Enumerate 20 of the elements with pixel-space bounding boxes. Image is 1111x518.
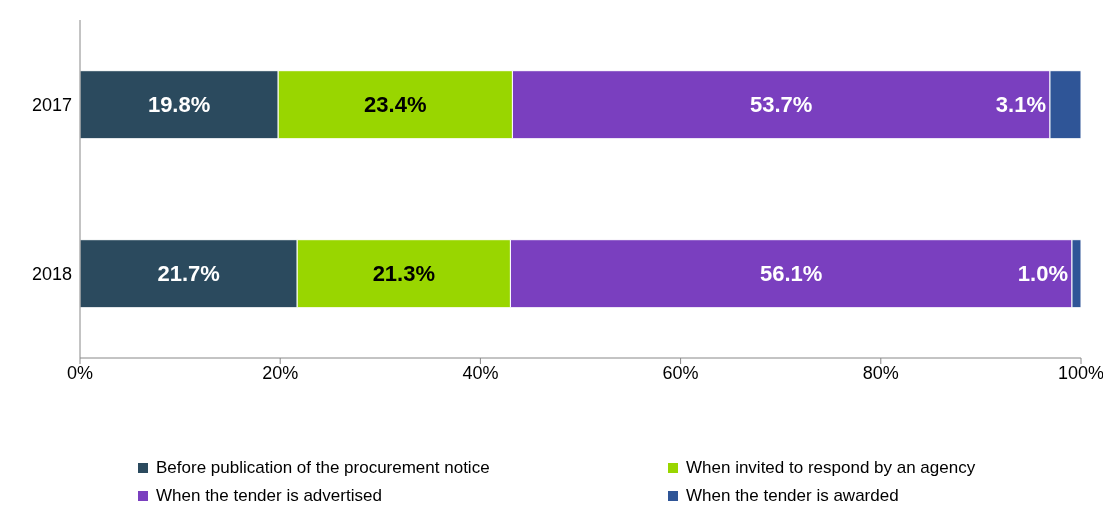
data-label: 21.7% — [157, 261, 220, 287]
legend-label: When the tender is awarded — [686, 486, 899, 506]
data-label: 23.4% — [364, 92, 427, 118]
y-tick-label: 2018 — [31, 263, 72, 284]
x-tick-label: 20% — [262, 362, 299, 383]
y-tick-label: 2017 — [31, 94, 72, 115]
data-label: 19.8% — [147, 92, 211, 118]
data-label: 56.1% — [760, 261, 823, 287]
legend-label: Before publication of the procurement notice — [156, 458, 490, 478]
x-tick-label: 80% — [862, 362, 899, 383]
data-label: 1.0% — [1017, 261, 1068, 287]
x-tick-label: 60% — [662, 362, 699, 383]
data-label: 21.3% — [372, 261, 436, 287]
data-label: 53.7% — [750, 92, 813, 118]
legend-label: When the tender is advertised — [156, 486, 382, 506]
x-tick-label: 100% — [1057, 362, 1105, 383]
x-tick-label: 40% — [462, 362, 499, 383]
x-tick-label: 0% — [66, 362, 94, 383]
data-label: 3.1% — [995, 92, 1046, 118]
legend-label: When invited to respond by an agency — [686, 458, 976, 478]
